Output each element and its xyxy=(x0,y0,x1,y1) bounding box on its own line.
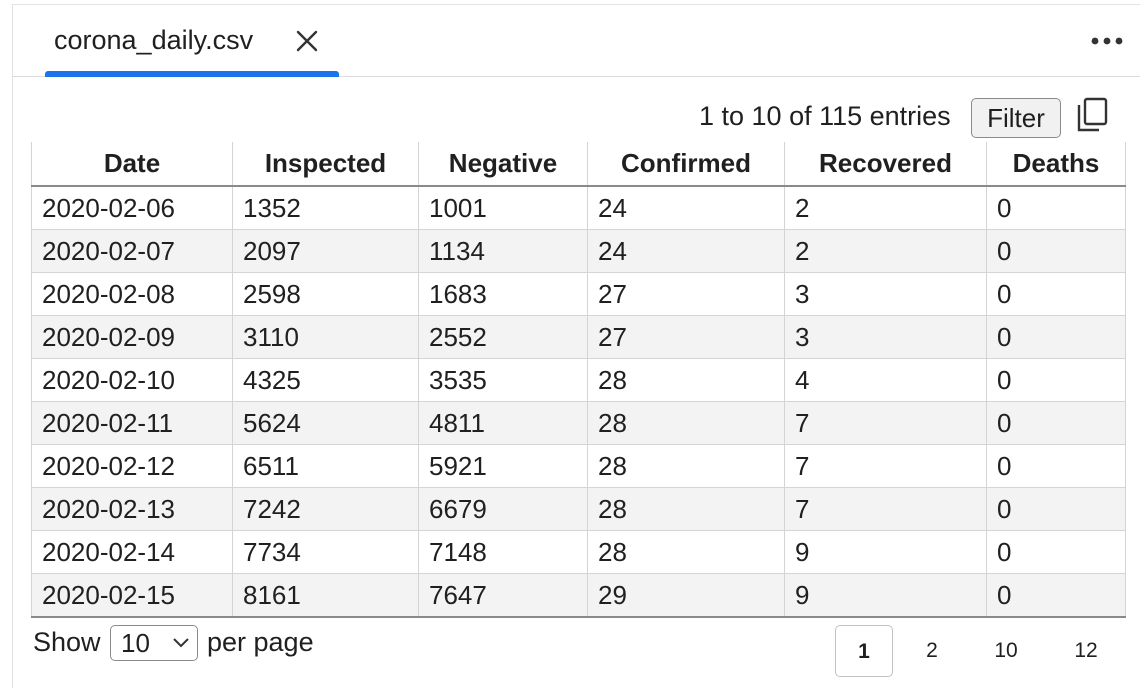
cell-confirmed: 28 xyxy=(587,358,785,402)
cell-recovered: 7 xyxy=(784,401,987,445)
table-row: 2020-02-06 1352 1001 24 2 0 xyxy=(31,186,1126,230)
header-row: Date Inspected Negative Confirmed Recove… xyxy=(31,142,1126,187)
cell-date: 2020-02-08 xyxy=(31,272,233,316)
page-button-2[interactable]: 2 xyxy=(926,639,938,662)
csv-viewer-panel: corona_daily.csv 1 to 10 of 115 entries … xyxy=(12,4,1140,688)
cell-inspected: 8161 xyxy=(232,573,419,618)
cell-recovered: 9 xyxy=(784,530,987,574)
page-button-1[interactable]: 1 xyxy=(835,625,893,677)
table-row: 2020-02-09 3110 2552 27 3 0 xyxy=(31,315,1126,359)
cell-date: 2020-02-15 xyxy=(31,573,233,618)
cell-confirmed: 27 xyxy=(587,272,785,316)
cell-confirmed: 28 xyxy=(587,487,785,531)
column-header-deaths[interactable]: Deaths xyxy=(986,142,1126,187)
cell-negative: 5921 xyxy=(418,444,588,488)
page-size-value: 10 xyxy=(121,628,150,658)
cell-confirmed: 28 xyxy=(587,401,785,445)
copy-icon[interactable] xyxy=(1075,97,1109,133)
cell-negative: 4811 xyxy=(418,401,588,445)
cell-negative: 1683 xyxy=(418,272,588,316)
cell-deaths: 0 xyxy=(986,315,1126,359)
cell-confirmed: 28 xyxy=(587,444,785,488)
cell-confirmed: 24 xyxy=(587,229,785,273)
cell-date: 2020-02-06 xyxy=(31,186,233,230)
cell-inspected: 4325 xyxy=(232,358,419,402)
cell-recovered: 4 xyxy=(784,358,987,402)
tab-title: corona_daily.csv xyxy=(54,25,254,55)
cell-deaths: 0 xyxy=(986,444,1126,488)
column-header-confirmed[interactable]: Confirmed xyxy=(587,142,785,187)
cell-date: 2020-02-11 xyxy=(31,401,233,445)
cell-date: 2020-02-13 xyxy=(31,487,233,531)
cell-recovered: 2 xyxy=(784,229,987,273)
cell-date: 2020-02-10 xyxy=(31,358,233,402)
cell-inspected: 5624 xyxy=(232,401,419,445)
tab-corona-daily[interactable]: corona_daily.csv xyxy=(45,5,339,77)
close-icon[interactable] xyxy=(293,27,321,55)
cell-confirmed: 24 xyxy=(587,186,785,230)
cell-confirmed: 28 xyxy=(587,530,785,574)
chevron-down-icon xyxy=(173,638,189,648)
page-size-select[interactable]: 10 xyxy=(110,625,198,661)
cell-date: 2020-02-07 xyxy=(31,229,233,273)
page-button-10[interactable]: 10 xyxy=(994,639,1018,662)
cell-recovered: 7 xyxy=(784,444,987,488)
more-horizontal-icon[interactable] xyxy=(1087,27,1127,55)
cell-date: 2020-02-12 xyxy=(31,444,233,488)
table-row: 2020-02-08 2598 1683 27 3 0 xyxy=(31,272,1126,316)
cell-deaths: 0 xyxy=(986,530,1126,574)
cell-inspected: 7242 xyxy=(232,487,419,531)
per-page-label: per page xyxy=(207,627,314,657)
cell-deaths: 0 xyxy=(986,186,1126,230)
column-header-inspected[interactable]: Inspected xyxy=(232,142,419,187)
cell-negative: 3535 xyxy=(418,358,588,402)
cell-recovered: 9 xyxy=(784,573,987,618)
cell-negative: 7647 xyxy=(418,573,588,618)
cell-negative: 6679 xyxy=(418,487,588,531)
column-header-date[interactable]: Date xyxy=(31,142,233,187)
cell-deaths: 0 xyxy=(986,358,1126,402)
cell-recovered: 3 xyxy=(784,315,987,359)
cell-deaths: 0 xyxy=(986,401,1126,445)
cell-recovered: 2 xyxy=(784,186,987,230)
table-row: 2020-02-15 8161 7647 29 9 0 xyxy=(31,573,1126,618)
active-tab-indicator xyxy=(45,71,339,77)
table-row: 2020-02-13 7242 6679 28 7 0 xyxy=(31,487,1126,531)
cell-deaths: 0 xyxy=(986,229,1126,273)
cell-date: 2020-02-14 xyxy=(31,530,233,574)
cell-negative: 2552 xyxy=(418,315,588,359)
cell-inspected: 1352 xyxy=(232,186,419,230)
table-row: 2020-02-12 6511 5921 28 7 0 xyxy=(31,444,1126,488)
cell-negative: 7148 xyxy=(418,530,588,574)
data-table: Date Inspected Negative Confirmed Recove… xyxy=(31,142,1126,618)
table-row: 2020-02-07 2097 1134 24 2 0 xyxy=(31,229,1126,273)
entries-count: 1 to 10 of 115 entries xyxy=(699,101,951,131)
cell-confirmed: 29 xyxy=(587,573,785,618)
cell-date: 2020-02-09 xyxy=(31,315,233,359)
table-row: 2020-02-11 5624 4811 28 7 0 xyxy=(31,401,1126,445)
column-header-negative[interactable]: Negative xyxy=(418,142,588,187)
page-button-12[interactable]: 12 xyxy=(1074,639,1098,662)
cell-inspected: 6511 xyxy=(232,444,419,488)
cell-inspected: 2598 xyxy=(232,272,419,316)
cell-confirmed: 27 xyxy=(587,315,785,359)
cell-inspected: 2097 xyxy=(232,229,419,273)
table-row: 2020-02-10 4325 3535 28 4 0 xyxy=(31,358,1126,402)
show-label: Show xyxy=(33,627,101,657)
cell-negative: 1001 xyxy=(418,186,588,230)
column-header-recovered[interactable]: Recovered xyxy=(784,142,987,187)
cell-inspected: 7734 xyxy=(232,530,419,574)
cell-deaths: 0 xyxy=(986,272,1126,316)
cell-negative: 1134 xyxy=(418,229,588,273)
table-row: 2020-02-14 7734 7148 28 9 0 xyxy=(31,530,1126,574)
tab-bar: corona_daily.csv xyxy=(13,5,1140,77)
cell-inspected: 3110 xyxy=(232,315,419,359)
cell-deaths: 0 xyxy=(986,487,1126,531)
cell-recovered: 3 xyxy=(784,272,987,316)
cell-recovered: 7 xyxy=(784,487,987,531)
cell-deaths: 0 xyxy=(986,573,1126,618)
filter-button[interactable]: Filter xyxy=(971,98,1061,138)
